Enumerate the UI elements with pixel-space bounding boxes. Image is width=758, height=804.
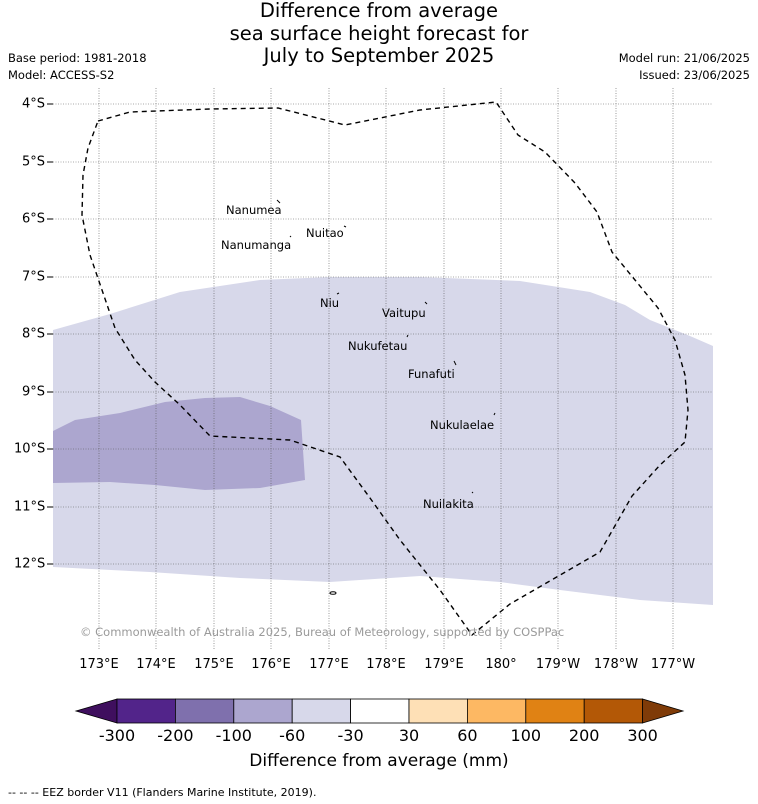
lat-label: 11°S (14, 499, 46, 515)
lon-label: 177°E (309, 657, 349, 672)
lat-label: 4°S (22, 96, 46, 112)
lon-label: 173°E (79, 657, 119, 672)
island-label-nukufetau: Nukufetau (348, 339, 408, 353)
island-label-nuilakita: Nuilakita (423, 497, 474, 511)
lat-label: 8°S (22, 326, 46, 342)
colorbar-bin (583, 698, 644, 724)
colorbar-bin (291, 698, 352, 724)
grid-lines (53, 88, 713, 650)
colorbar-min-arrow (74, 698, 118, 724)
colorbar-tick: 200 (568, 726, 600, 745)
island-marks (276, 199, 496, 595)
colorbar-tick: 300 (627, 726, 658, 745)
colorbar-bin (525, 698, 585, 724)
island-label-nanumea: Nanumea (226, 203, 282, 217)
colorbar-tick: -60 (279, 726, 306, 745)
base-period: Base period: 1981-2018 (8, 51, 147, 65)
meta-right: Model run: 21/06/2025 Issued: 23/06/2025 (619, 50, 750, 84)
lon-label: 178°W (593, 657, 639, 672)
colorbar-tick: 60 (457, 726, 478, 745)
eez-legend: -- -- -- EEZ border V11 (Flanders Marine… (8, 786, 317, 799)
colorbar-max-arrow (642, 698, 685, 724)
lat-label: 9°S (22, 384, 46, 400)
lon-label: 179°W (535, 657, 581, 672)
colorbar-tick: 100 (510, 726, 542, 745)
lat-label: 5°S (22, 154, 46, 170)
colorbar-label: Difference from average (mm) (249, 751, 509, 771)
eez-border (81, 101, 689, 637)
lat-label: 7°S (22, 269, 46, 285)
colorbar (74, 698, 685, 724)
colorbar-bin (350, 698, 410, 724)
colorbar-tick: -30 (337, 726, 364, 745)
colorbar-tick: 30 (398, 726, 420, 745)
model-run: Model run: 21/06/2025 (618, 51, 750, 65)
colorbar-bin (116, 698, 176, 724)
colorbar-tick: -200 (157, 726, 194, 745)
island-label-niu: Niu (320, 296, 340, 310)
island-label-nukulaelae: Nukulaelae (430, 418, 495, 432)
island-label-nanumanga: Nanumanga (221, 238, 292, 252)
map-title: Difference from average sea surface heig… (0, 0, 758, 68)
lon-label: 178°E (366, 657, 406, 672)
lon-label: 177°W (650, 657, 696, 672)
lon-label: 176°E (251, 657, 291, 672)
island-label-nuitao: Nuitao (306, 226, 344, 240)
lat-label: 10°S (14, 441, 46, 457)
model-name: Model: ACCESS-S2 (8, 68, 115, 82)
lon-label: 179°E (424, 657, 464, 672)
title-line-2: sea surface height forecast for (229, 21, 529, 45)
title-line-1: Difference from average (259, 0, 499, 22)
lat-label: 12°S (14, 556, 46, 572)
colorbar-tick: -100 (215, 726, 252, 745)
lon-label: 175°E (194, 657, 234, 672)
meta-left: Base period: 1981-2018 Model: ACCESS-S2 (8, 50, 147, 84)
island-label-vaitupu: Vaitupu (382, 306, 426, 320)
issued-date: Issued: 23/06/2025 (639, 68, 750, 82)
lon-label: 174°E (136, 657, 176, 672)
colorbar-bin (174, 698, 235, 724)
colorbar-bin (408, 698, 468, 724)
colorbar-bin (466, 698, 527, 724)
colorbar-bin (233, 698, 293, 724)
anomaly-region-medium (53, 397, 305, 490)
colorbar-tick: -300 (98, 726, 136, 745)
lat-label: 6°S (22, 211, 46, 227)
lon-label: 180° (485, 657, 517, 672)
title-line-3: July to September 2025 (263, 44, 495, 67)
island-label-funafuti: Funafuti (408, 367, 455, 381)
lat-ticks (47, 103, 53, 565)
anomaly-region-light (53, 277, 713, 605)
copyright-notice: © Commonwealth of Australia 2025, Bureau… (80, 625, 565, 639)
